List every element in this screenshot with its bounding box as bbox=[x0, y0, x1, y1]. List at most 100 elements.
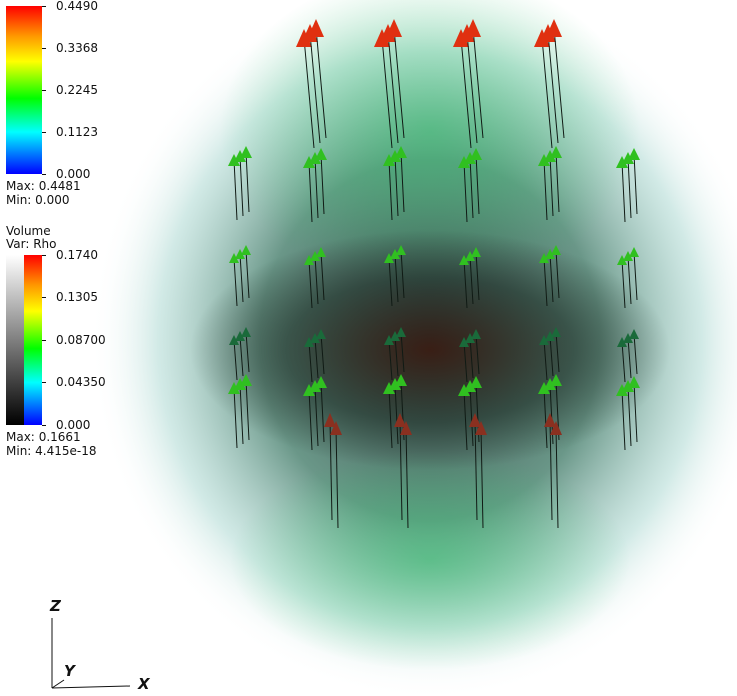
glyph-arrowhead bbox=[316, 329, 326, 339]
glyph-arrowhead bbox=[229, 335, 239, 345]
glyph-arrowhead bbox=[538, 382, 550, 394]
glyph-shaft bbox=[320, 381, 325, 443]
volume-tick-label: 0.1740 bbox=[56, 248, 98, 262]
volume-tick-label: 0.1305 bbox=[56, 290, 98, 304]
glyph-shaft bbox=[541, 37, 553, 149]
glyph-shaft bbox=[621, 161, 626, 223]
glyph-shaft bbox=[627, 337, 632, 379]
glyph-shaft bbox=[320, 153, 325, 215]
volume-tick-mark bbox=[42, 340, 46, 341]
volume-tick-mark bbox=[42, 425, 46, 426]
glyph-arrowhead bbox=[550, 374, 562, 386]
glyph-shaft bbox=[543, 387, 548, 449]
glyph-arrowhead bbox=[389, 150, 401, 162]
glyph-shaft bbox=[388, 339, 393, 381]
axis-label-z: Z bbox=[50, 597, 61, 615]
glyph-arrowhead bbox=[616, 384, 628, 396]
glyph-shaft bbox=[394, 253, 399, 303]
glyph-arrowhead bbox=[546, 19, 562, 37]
volume-opacity-bar bbox=[6, 255, 24, 425]
glyph-shaft bbox=[543, 339, 548, 381]
glyph-arrowhead bbox=[304, 337, 314, 347]
glyph-shaft bbox=[463, 389, 468, 451]
vector-color-bar bbox=[6, 6, 42, 174]
glyph-shaft bbox=[475, 333, 480, 375]
vector-tick-mark bbox=[42, 132, 46, 133]
glyph-arrowhead bbox=[459, 337, 469, 347]
glyph-arrowhead bbox=[629, 247, 639, 257]
glyph-arrowhead bbox=[315, 376, 327, 388]
volume-min-value: 4.415e-18 bbox=[35, 444, 97, 458]
glyph-arrowhead bbox=[384, 253, 394, 263]
volume-max-label: Max: bbox=[6, 430, 35, 444]
glyph-arrowhead bbox=[544, 378, 556, 390]
glyph-arrowhead bbox=[396, 245, 406, 255]
glyph-shaft bbox=[621, 259, 626, 309]
glyph-shaft bbox=[469, 157, 474, 219]
glyph-shaft bbox=[555, 331, 560, 373]
glyph-arrowhead bbox=[616, 156, 628, 168]
axis-label-y: Y bbox=[64, 662, 75, 680]
glyph-arrowhead bbox=[545, 249, 555, 259]
glyph-shaft bbox=[553, 27, 565, 139]
glyph-shaft bbox=[387, 32, 399, 144]
glyph-shaft bbox=[627, 157, 632, 219]
glyph-arrowhead bbox=[383, 154, 395, 166]
vector-min: Min: 0.000 bbox=[6, 194, 70, 207]
glyph-arrowhead bbox=[303, 156, 315, 168]
glyph-shaft bbox=[394, 335, 399, 377]
glyph-arrowhead bbox=[240, 146, 252, 158]
glyph-arrowhead bbox=[544, 413, 556, 427]
glyph-shaft bbox=[399, 419, 403, 521]
glyph-shaft bbox=[314, 337, 319, 379]
glyph-arrowhead bbox=[316, 247, 326, 257]
vector-tick-mark bbox=[42, 174, 46, 175]
glyph-shaft bbox=[621, 389, 626, 451]
glyph-shaft bbox=[472, 27, 484, 139]
glyph-shaft bbox=[555, 151, 560, 213]
glyph-shaft bbox=[463, 161, 468, 223]
volume-min: Min: 4.415e-18 bbox=[6, 445, 97, 458]
glyph-shaft bbox=[543, 159, 548, 221]
volume-tick-mark bbox=[42, 382, 46, 383]
glyph-shaft bbox=[239, 335, 244, 377]
glyph-arrowhead bbox=[470, 376, 482, 388]
vector-max-value: 0.4481 bbox=[38, 179, 81, 193]
glyph-arrowhead bbox=[617, 255, 627, 265]
glyph-shaft bbox=[627, 255, 632, 305]
glyph-arrowhead bbox=[396, 327, 406, 337]
glyph-arrowhead bbox=[400, 421, 412, 435]
vector-glyphs bbox=[228, 19, 640, 529]
glyph-shaft bbox=[469, 337, 474, 379]
glyph-arrowhead bbox=[330, 421, 342, 435]
glyph-shaft bbox=[463, 341, 468, 383]
glyph-shaft bbox=[405, 427, 409, 529]
glyph-arrowhead bbox=[228, 154, 240, 166]
vector-min-label: Min: bbox=[6, 193, 32, 207]
volume-tick-label: 0.08700 bbox=[56, 333, 106, 347]
glyph-shaft bbox=[475, 153, 480, 215]
volume-min-label: Min: bbox=[6, 444, 32, 458]
glyph-arrowhead bbox=[550, 421, 562, 435]
glyph-shaft bbox=[466, 32, 478, 144]
glyph-shaft bbox=[233, 159, 238, 221]
glyph-shaft bbox=[329, 419, 333, 521]
vector-max: Max: 0.4481 bbox=[6, 180, 81, 193]
glyph-shaft bbox=[547, 32, 559, 144]
glyph-shaft bbox=[469, 255, 474, 305]
volume-tick-mark bbox=[42, 297, 46, 298]
glyph-arrowhead bbox=[544, 150, 556, 162]
glyph-arrowhead bbox=[623, 333, 633, 343]
glyph-shaft bbox=[314, 385, 319, 447]
glyph-arrowhead bbox=[309, 152, 321, 164]
glyph-arrowhead bbox=[229, 253, 239, 263]
glyph-shaft bbox=[245, 331, 250, 373]
glyph-shaft bbox=[314, 157, 319, 219]
volume-green-upper bbox=[220, 0, 640, 290]
glyph-shaft bbox=[475, 251, 480, 301]
glyph-arrowhead bbox=[234, 378, 246, 390]
glyph-arrowhead bbox=[551, 327, 561, 337]
vector-tick-mark bbox=[42, 90, 46, 91]
glyph-arrowhead bbox=[395, 374, 407, 386]
